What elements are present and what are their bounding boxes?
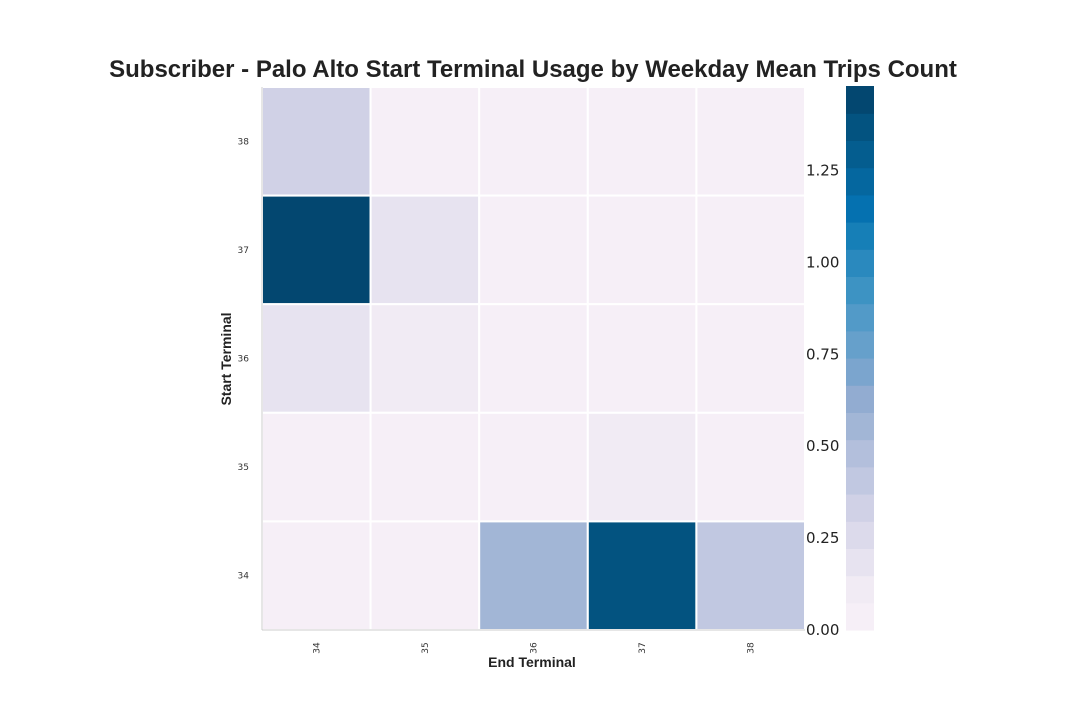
colorbar-segment xyxy=(846,113,874,141)
x-tick-label: 36 xyxy=(530,642,540,654)
heatmap-cell xyxy=(369,411,481,523)
colorbar-segment xyxy=(846,140,874,169)
x-axis-label: End Terminal xyxy=(488,654,576,670)
heatmap-cell xyxy=(369,194,481,306)
heatmap-cell xyxy=(478,303,589,414)
colorbar-tick-label: 1.25 xyxy=(806,162,839,180)
colorbar-segment xyxy=(846,521,874,549)
y-tick-label: 34 xyxy=(238,572,250,582)
x-tick-label: 35 xyxy=(421,642,431,653)
heatmap-cell xyxy=(586,520,698,632)
y-tick-label: 37 xyxy=(238,246,249,256)
heatmap-cell xyxy=(478,86,589,197)
heatmap-cell xyxy=(369,520,481,632)
colorbar-segment xyxy=(846,358,874,386)
heatmap-cell xyxy=(261,411,372,523)
heatmap-cell xyxy=(478,411,589,523)
colorbar-segment xyxy=(846,86,874,114)
heatmap-cell xyxy=(586,411,698,523)
chart-title: Subscriber - Palo Alto Start Terminal Us… xyxy=(109,56,957,83)
heatmap-cell xyxy=(478,194,589,306)
heatmap-cell xyxy=(695,411,807,523)
heatmap-cell xyxy=(261,520,372,632)
y-tick-label: 36 xyxy=(238,355,250,365)
colorbar-segment xyxy=(846,412,874,441)
colorbar-segment xyxy=(846,276,874,305)
colorbar-segment xyxy=(846,466,874,495)
heatmap-cell xyxy=(695,194,807,306)
colorbar-segment xyxy=(846,602,874,631)
heatmap-cell xyxy=(369,303,481,414)
colorbar-tick-label: 0.75 xyxy=(806,345,839,363)
colorbar-segment xyxy=(846,494,874,522)
y-tick-label: 35 xyxy=(238,463,249,473)
heatmap-cell xyxy=(586,303,698,414)
y-axis-label: Start Terminal xyxy=(218,312,234,405)
colorbar-segment xyxy=(846,575,874,604)
colorbar-segment xyxy=(846,249,874,277)
x-tick-label: 37 xyxy=(638,642,648,653)
heatmap-cell xyxy=(261,303,372,414)
heatmap-cell xyxy=(586,194,698,306)
colorbar-tick-label: 0.50 xyxy=(806,437,839,455)
x-tick-label: 34 xyxy=(312,642,322,654)
heatmap-cell xyxy=(478,520,589,632)
y-tick-label: 38 xyxy=(238,137,250,147)
heatmap-cell xyxy=(695,520,807,632)
colorbar-segment xyxy=(846,330,874,359)
heatmap-cell xyxy=(369,86,481,197)
colorbar-tick-label: 1.00 xyxy=(806,253,839,271)
colorbar-segment xyxy=(846,548,874,577)
colorbar-segment xyxy=(846,222,874,250)
colorbar-segment xyxy=(846,303,874,332)
colorbar-tick-label: 0.25 xyxy=(806,529,839,547)
heatmap-cell xyxy=(261,86,372,197)
colorbar-segment xyxy=(846,167,874,196)
heatmap-cell xyxy=(261,194,372,306)
heatmap-cell xyxy=(586,86,698,197)
colorbar-tick-label: 0.00 xyxy=(806,621,839,639)
colorbar-segment xyxy=(846,439,874,468)
heatmap-cell xyxy=(695,303,807,414)
colorbar-segment xyxy=(846,385,874,413)
colorbar-segment xyxy=(846,194,874,223)
heatmap-cell xyxy=(695,86,807,197)
x-tick-label: 38 xyxy=(747,642,757,654)
